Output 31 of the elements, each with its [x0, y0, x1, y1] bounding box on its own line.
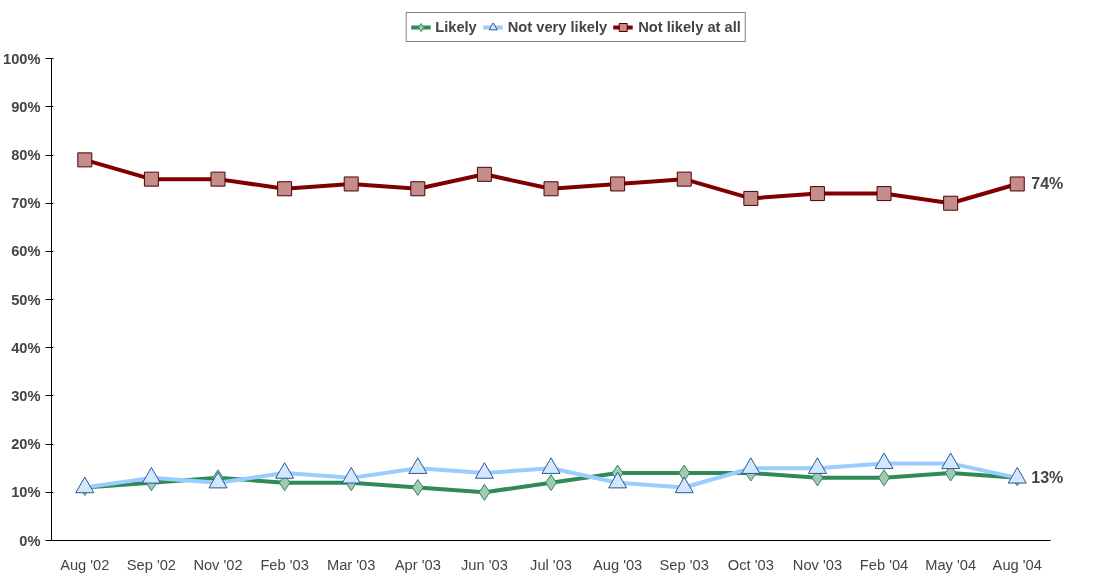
- y-tick-label: 100%: [3, 50, 41, 67]
- x-tick-label: Sep '02: [126, 556, 177, 573]
- x-tick-label: Aug '04: [992, 556, 1042, 573]
- y-tick-label: 0%: [19, 532, 41, 549]
- x-tick-label: Jun '03: [461, 556, 508, 573]
- legend-label: Likely: [435, 19, 477, 35]
- x-tick-label: Jul '03: [530, 556, 572, 573]
- y-tick-label: 40%: [11, 339, 41, 356]
- legend-label: Not very likely: [507, 19, 608, 35]
- y-tick-label: 70%: [11, 195, 41, 212]
- x-tick-label: Aug '02: [60, 556, 110, 573]
- y-tick-label: 90%: [11, 98, 41, 115]
- x-tick-label: Mar '03: [327, 556, 376, 573]
- annotation: 13%: [1031, 469, 1064, 487]
- y-tick-label: 80%: [11, 147, 41, 164]
- x-tick-label: Feb '03: [260, 556, 309, 573]
- legend-label: Not likely at all: [638, 19, 741, 35]
- y-tick-label: 60%: [11, 243, 41, 260]
- x-tick-label: Aug '03: [593, 556, 643, 573]
- y-tick-label: 10%: [11, 484, 41, 501]
- x-tick-label: Nov '02: [193, 556, 243, 573]
- annotation: 74%: [1031, 175, 1064, 193]
- x-tick-label: Nov '03: [792, 556, 843, 573]
- y-tick-label: 20%: [11, 436, 41, 453]
- x-tick-label: Oct '03: [727, 556, 774, 573]
- x-tick-label: Sep '03: [659, 556, 709, 573]
- y-tick-label: 30%: [11, 387, 41, 404]
- y-tick-label: 50%: [11, 291, 41, 308]
- x-tick-label: Apr '03: [394, 556, 441, 573]
- x-tick-label: Feb '04: [859, 556, 909, 573]
- x-tick-label: May '04: [925, 556, 977, 573]
